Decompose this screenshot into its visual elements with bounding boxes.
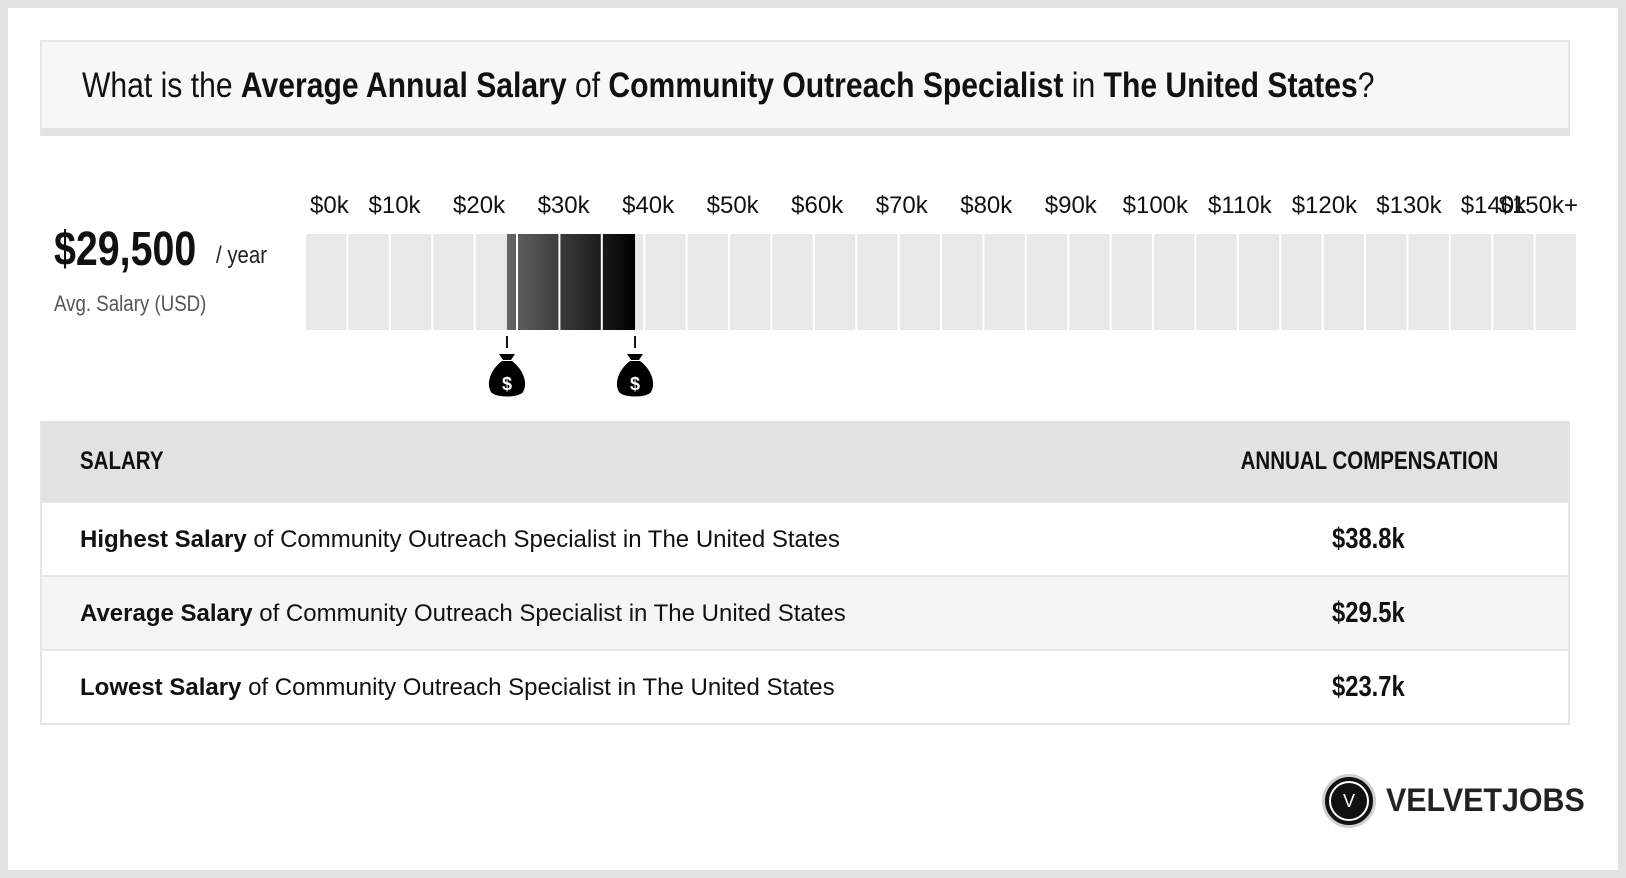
track-segment (942, 234, 983, 330)
tick-label: $50k (707, 192, 760, 219)
track-segment (730, 234, 771, 330)
track-segment (1450, 234, 1492, 330)
header-salary: SALARY (80, 447, 164, 475)
tick-label: $130k (1376, 192, 1442, 219)
brand-name: VELVETJOBS (1386, 782, 1585, 818)
track-segment (1493, 234, 1534, 330)
tick-label: $110k (1208, 192, 1273, 219)
bar-gap (600, 234, 603, 330)
track-segment (772, 234, 813, 330)
track-segment (899, 234, 940, 330)
track-segment (1408, 234, 1449, 330)
track-segment (814, 234, 856, 330)
tick-label: $30k (538, 192, 591, 219)
track-segment (1111, 234, 1152, 330)
row-label: Highest Salary of Community Outreach Spe… (80, 526, 840, 553)
tick-label: $10k (369, 192, 422, 219)
track-segment (390, 234, 432, 330)
tick-label: $100k (1123, 192, 1189, 219)
track-segment (306, 234, 347, 330)
tick-label: $140k (1461, 192, 1527, 219)
salary-range-bar (506, 234, 636, 330)
salary-range-chart: $0k $10k $20k $30k $40k $50k $60k $70k $80k $90k $… (306, 192, 1578, 397)
row-label: Lowest Salary of Community Outreach Spec… (80, 674, 835, 701)
money-bag-icon: $ (488, 336, 526, 397)
velvetjobs-logo-icon: V (1322, 774, 1376, 828)
track-segment (1196, 234, 1237, 330)
track-segment (984, 234, 1025, 330)
table-row-highest: Highest Salary of Community Outreach Spe… (42, 501, 1568, 575)
track-segment (433, 234, 474, 330)
title-box: What is the Average Annual Salary of Com… (40, 40, 1570, 136)
track-segment (1323, 234, 1364, 330)
tick-label: $40k (622, 192, 675, 219)
salary-table: SALARY ANNUAL COMPENSATION Highest Salar… (40, 421, 1570, 725)
track-segment (348, 234, 389, 330)
tick-label: $70k (876, 192, 929, 219)
table-row-average: Average Salary of Community Outreach Spe… (42, 575, 1568, 649)
row-value: $38.8k (1332, 523, 1405, 555)
tick-label: $120k (1292, 192, 1358, 219)
track-segment (1366, 234, 1407, 330)
track-segment (1281, 234, 1322, 330)
average-salary-unit: / year (216, 242, 268, 269)
page-title: What is the Average Annual Salary of Com… (82, 66, 1375, 105)
tick-label: $80k (960, 192, 1013, 219)
table-row-lowest: Lowest Salary of Community Outreach Spec… (42, 649, 1568, 723)
table-header: SALARY ANNUAL COMPENSATION (42, 421, 1568, 501)
tick-label: $150k+ (1499, 192, 1578, 219)
row-value: $29.5k (1332, 597, 1405, 629)
track-segment (1069, 234, 1110, 330)
track-segment (687, 234, 728, 330)
track-segment (1026, 234, 1068, 330)
header-annual-compensation: ANNUAL COMPENSATION (1240, 447, 1498, 475)
row-label: Average Salary of Community Outreach Spe… (80, 600, 846, 627)
average-salary-label: Avg. Salary (USD) (54, 291, 207, 316)
tick-label: $90k (1045, 192, 1098, 219)
velvetjobs-brand[interactable]: V VELVETJOBS (1322, 774, 1585, 828)
track-segment (857, 234, 898, 330)
average-salary-value: $29,500 (54, 223, 197, 276)
svg-text:$: $ (630, 374, 640, 394)
tick-label: $20k (453, 192, 506, 219)
track-segment (1238, 234, 1280, 330)
row-value: $23.7k (1332, 671, 1405, 703)
track-segment (645, 234, 686, 330)
tick-label: $0k (310, 192, 350, 219)
svg-text:$: $ (502, 374, 512, 394)
track-segment (1535, 234, 1576, 330)
tick-label: $60k (791, 192, 844, 219)
track-segment (1154, 234, 1195, 330)
money-bag-icon: $ (616, 336, 654, 397)
bar-gap (558, 234, 561, 330)
bar-gap (516, 234, 518, 330)
